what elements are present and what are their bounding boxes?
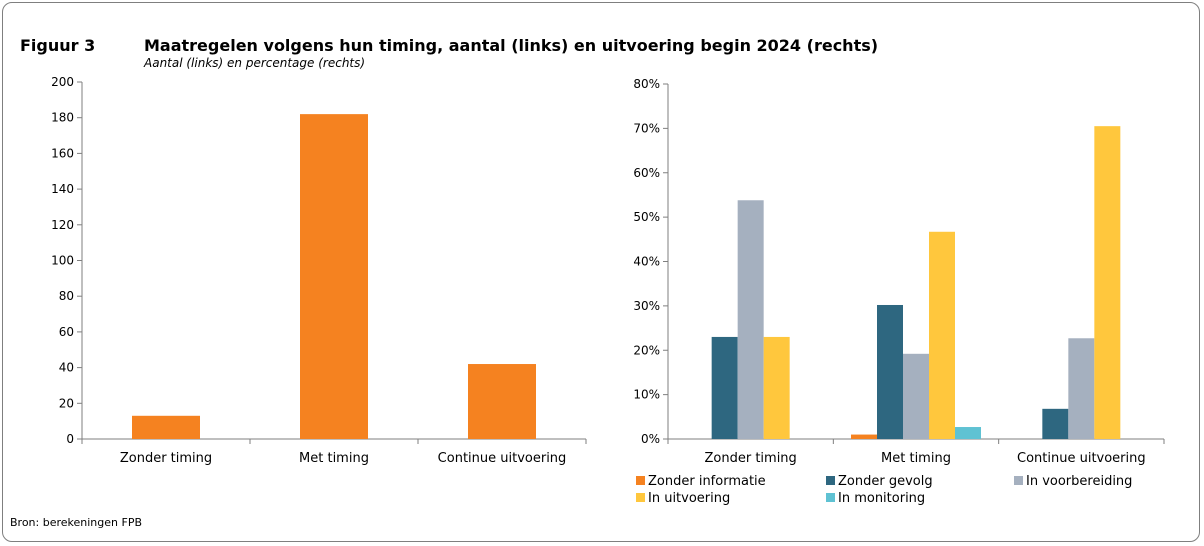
right-bar xyxy=(711,336,738,439)
left-x-tick-label: Met timing xyxy=(299,451,369,466)
figure-subtitle: Aantal (links) en percentage (rechts) xyxy=(144,56,366,70)
legend-label: In monitoring xyxy=(838,491,925,506)
left-y-tick-label: 100 xyxy=(51,254,74,268)
left-y-tick-label: 180 xyxy=(51,111,74,125)
right-x-tick-label: Met timing xyxy=(881,451,951,466)
right-bar xyxy=(1042,408,1069,439)
legend-swatch xyxy=(826,493,835,502)
left-y-tick-label: 200 xyxy=(51,75,74,89)
right-y-tick-label: 0% xyxy=(641,432,660,446)
left-bar xyxy=(468,364,536,439)
right-x-tick-label: Zonder timing xyxy=(705,451,797,466)
left-y-tick-label: 20 xyxy=(59,396,74,410)
right-bar xyxy=(903,353,929,439)
legend-swatch xyxy=(636,493,645,502)
source-note: Bron: berekeningen FPB xyxy=(10,516,142,529)
legend-swatch xyxy=(1014,476,1023,485)
legend-label: In uitvoering xyxy=(648,491,730,506)
legend-label: Zonder informatie xyxy=(648,474,766,489)
left-x-tick-label: Continue uitvoering xyxy=(438,451,567,466)
left-x-tick-label: Zonder timing xyxy=(120,451,212,466)
right-bar xyxy=(851,434,877,439)
right-bar xyxy=(1094,126,1121,439)
right-bar xyxy=(877,304,903,439)
right-bar xyxy=(929,231,955,439)
figure-title: Maatregelen volgens hun timing, aantal (… xyxy=(144,36,879,55)
right-y-tick-label: 20% xyxy=(633,343,660,357)
figure-label: Figuur 3 xyxy=(20,36,96,55)
legend-swatch xyxy=(636,476,645,485)
left-bar xyxy=(132,415,200,439)
left-y-tick-label: 80 xyxy=(59,289,74,303)
left-y-tick-label: 120 xyxy=(51,218,74,232)
right-y-tick-label: 40% xyxy=(633,255,660,269)
left-y-tick-label: 160 xyxy=(51,146,74,160)
left-y-tick-label: 0 xyxy=(66,432,74,446)
right-bar xyxy=(763,336,790,439)
right-bar xyxy=(1068,338,1095,439)
right-y-tick-label: 30% xyxy=(633,299,660,313)
right-x-tick-label: Continue uitvoering xyxy=(1017,451,1146,466)
left-bar xyxy=(300,114,368,439)
left-y-tick-label: 60 xyxy=(59,325,74,339)
legend-swatch xyxy=(826,476,835,485)
left-y-tick-label: 140 xyxy=(51,182,74,196)
legend-label: In voorbereiding xyxy=(1026,474,1132,489)
right-y-tick-label: 60% xyxy=(633,166,660,180)
left-y-tick-label: 40 xyxy=(59,361,74,375)
right-y-tick-label: 10% xyxy=(633,388,660,402)
right-bar xyxy=(737,200,764,439)
right-bar xyxy=(955,427,981,439)
right-y-tick-label: 80% xyxy=(633,77,660,91)
right-y-tick-label: 70% xyxy=(633,121,660,135)
legend-label: Zonder gevolg xyxy=(838,474,933,489)
right-y-tick-label: 50% xyxy=(633,210,660,224)
